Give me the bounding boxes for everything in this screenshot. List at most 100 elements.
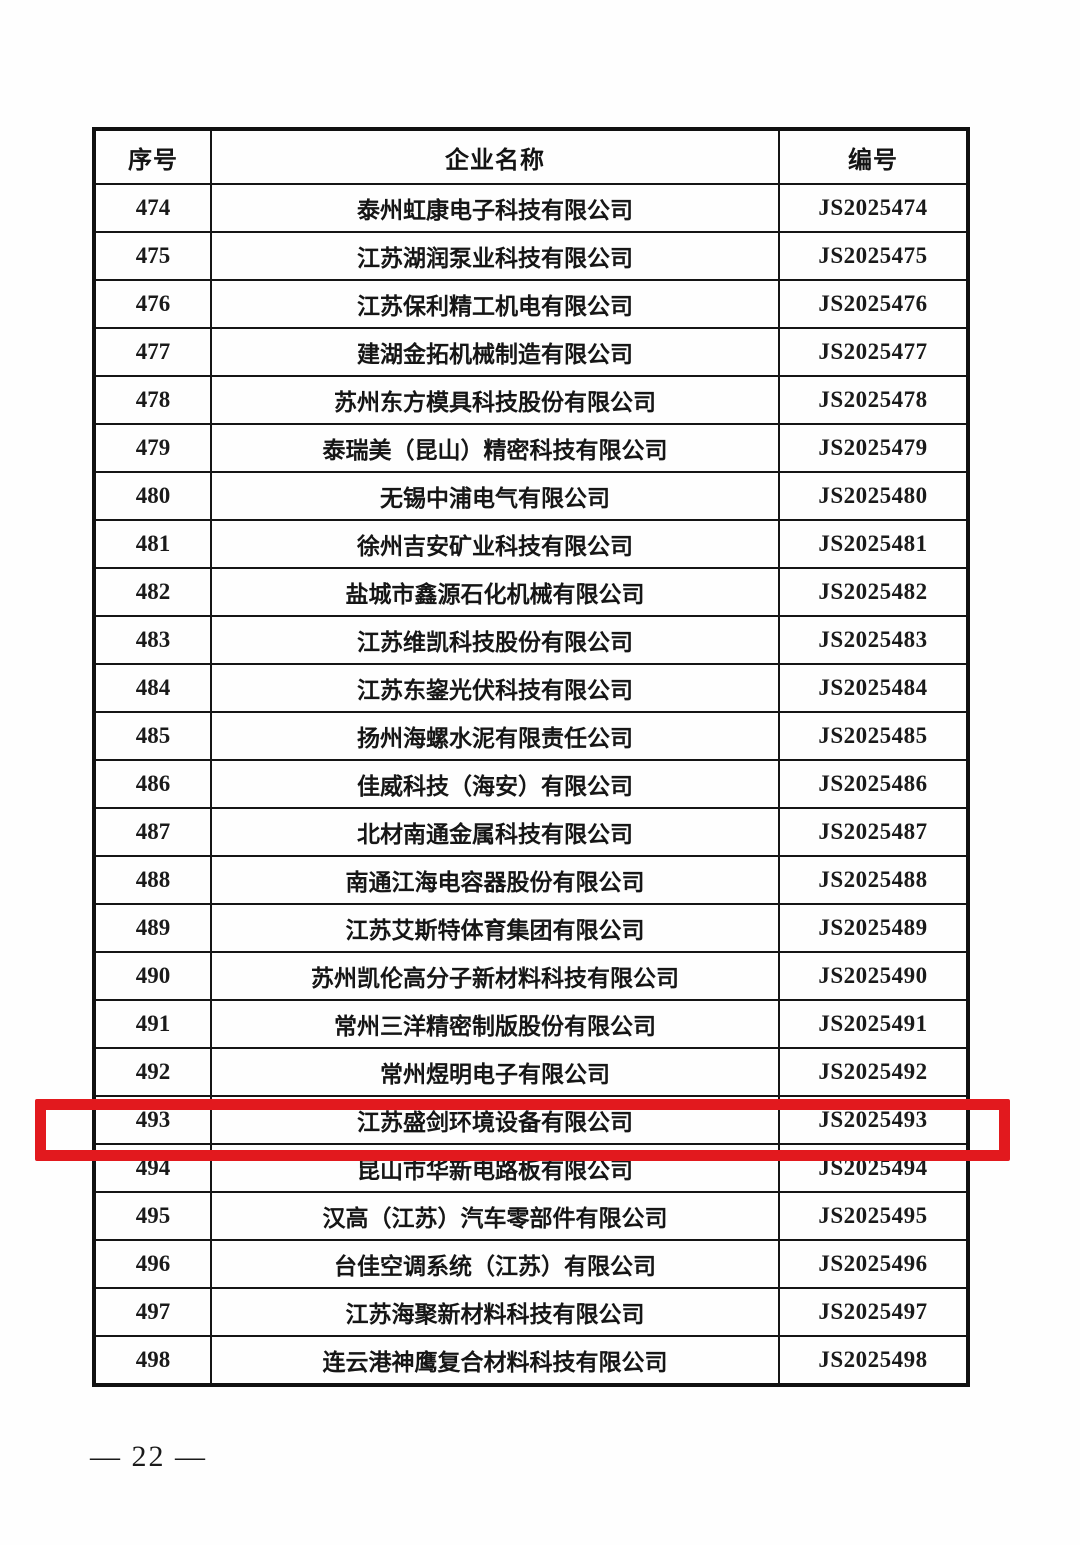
- table-row: 498 连云港神鹰复合材料科技有限公司 JS2025498: [93, 1335, 969, 1386]
- company-code: JS2025490: [778, 951, 969, 1001]
- header-serial: 序号: [93, 128, 212, 185]
- company-name: 北材南通金属科技有限公司: [210, 807, 780, 857]
- table-row: 480 无锡中浦电气有限公司 JS2025480: [93, 471, 969, 521]
- serial-number: 485: [93, 711, 212, 761]
- company-code: JS2025477: [778, 327, 969, 377]
- serial-number: 494: [93, 1143, 212, 1193]
- company-name: 苏州东方模具科技股份有限公司: [210, 375, 780, 425]
- table-row: 496 台佳空调系统（江苏）有限公司 JS2025496: [93, 1239, 969, 1289]
- company-name: 盐城市鑫源石化机械有限公司: [210, 567, 780, 617]
- company-code: JS2025479: [778, 423, 969, 473]
- company-code: JS2025497: [778, 1287, 969, 1337]
- serial-number: 482: [93, 567, 212, 617]
- company-name: 苏州凯伦高分子新材料科技有限公司: [210, 951, 780, 1001]
- company-name: 泰瑞美（昆山）精密科技有限公司: [210, 423, 780, 473]
- serial-number: 483: [93, 615, 212, 665]
- company-table: 序号 企业名称 编号 474 泰州虹康电子科技有限公司 JS2025474 47…: [92, 127, 970, 1387]
- company-name: 江苏海聚新材料科技有限公司: [210, 1287, 780, 1337]
- table-header-row: 序号 企业名称 编号: [93, 128, 969, 185]
- company-code: JS2025482: [778, 567, 969, 617]
- company-name: 扬州海螺水泥有限责任公司: [210, 711, 780, 761]
- company-name: 无锡中浦电气有限公司: [210, 471, 780, 521]
- company-name: 昆山市华新电路板有限公司: [210, 1143, 780, 1193]
- serial-number: 481: [93, 519, 212, 569]
- serial-number: 476: [93, 279, 212, 329]
- serial-number: 489: [93, 903, 212, 953]
- company-code: JS2025493: [778, 1095, 969, 1145]
- serial-number: 478: [93, 375, 212, 425]
- serial-number: 488: [93, 855, 212, 905]
- table-row: 485 扬州海螺水泥有限责任公司 JS2025485: [93, 711, 969, 761]
- serial-number: 490: [93, 951, 212, 1001]
- serial-number: 480: [93, 471, 212, 521]
- company-name: 台佳空调系统（江苏）有限公司: [210, 1239, 780, 1289]
- company-name: 汉高（江苏）汽车零部件有限公司: [210, 1191, 780, 1241]
- company-code: JS2025489: [778, 903, 969, 953]
- company-name: 徐州吉安矿业科技有限公司: [210, 519, 780, 569]
- table-row: 481 徐州吉安矿业科技有限公司 JS2025481: [93, 519, 969, 569]
- table-row: 497 江苏海聚新材料科技有限公司 JS2025497: [93, 1287, 969, 1337]
- company-name: 泰州虹康电子科技有限公司: [210, 183, 780, 233]
- table-row: 495 汉高（江苏）汽车零部件有限公司 JS2025495: [93, 1191, 969, 1241]
- table-row: 491 常州三洋精密制版股份有限公司 JS2025491: [93, 999, 969, 1049]
- table-row: 490 苏州凯伦高分子新材料科技有限公司 JS2025490: [93, 951, 969, 1001]
- company-code: JS2025498: [778, 1335, 969, 1386]
- page-number: — 22 —: [90, 1440, 207, 1473]
- table-row: 479 泰瑞美（昆山）精密科技有限公司 JS2025479: [93, 423, 969, 473]
- table-row: 474 泰州虹康电子科技有限公司 JS2025474: [93, 183, 969, 233]
- table-row: 489 江苏艾斯特体育集团有限公司 JS2025489: [93, 903, 969, 953]
- serial-number: 493: [93, 1095, 212, 1145]
- serial-number: 491: [93, 999, 212, 1049]
- company-name: 江苏东鋆光伏科技有限公司: [210, 663, 780, 713]
- company-code: JS2025487: [778, 807, 969, 857]
- serial-number: 479: [93, 423, 212, 473]
- company-code: JS2025492: [778, 1047, 969, 1097]
- serial-number: 495: [93, 1191, 212, 1241]
- table-row: 477 建湖金拓机械制造有限公司 JS2025477: [93, 327, 969, 377]
- company-code: JS2025486: [778, 759, 969, 809]
- company-name: 常州三洋精密制版股份有限公司: [210, 999, 780, 1049]
- company-code: JS2025480: [778, 471, 969, 521]
- company-name: 江苏保利精工机电有限公司: [210, 279, 780, 329]
- company-code: JS2025496: [778, 1239, 969, 1289]
- company-code: JS2025478: [778, 375, 969, 425]
- company-code: JS2025475: [778, 231, 969, 281]
- company-name: 建湖金拓机械制造有限公司: [210, 327, 780, 377]
- serial-number: 477: [93, 327, 212, 377]
- serial-number: 497: [93, 1287, 212, 1337]
- serial-number: 475: [93, 231, 212, 281]
- company-code: JS2025474: [778, 183, 969, 233]
- table-row: 476 江苏保利精工机电有限公司 JS2025476: [93, 279, 969, 329]
- company-name: 连云港神鹰复合材料科技有限公司: [210, 1335, 780, 1386]
- company-code: JS2025483: [778, 615, 969, 665]
- company-code: JS2025484: [778, 663, 969, 713]
- company-code: JS2025481: [778, 519, 969, 569]
- serial-number: 484: [93, 663, 212, 713]
- table-row: 484 江苏东鋆光伏科技有限公司 JS2025484: [93, 663, 969, 713]
- header-code: 编号: [778, 128, 969, 185]
- table-row: 475 江苏湖润泵业科技有限公司 JS2025475: [93, 231, 969, 281]
- table-row: 482 盐城市鑫源石化机械有限公司 JS2025482: [93, 567, 969, 617]
- company-name: 常州煜明电子有限公司: [210, 1047, 780, 1097]
- table-row: 492 常州煜明电子有限公司 JS2025492: [93, 1047, 969, 1097]
- company-name: 江苏艾斯特体育集团有限公司: [210, 903, 780, 953]
- table-row-highlighted: 493 江苏盛剑环境设备有限公司 JS2025493: [93, 1095, 969, 1145]
- table-row: 483 江苏维凯科技股份有限公司 JS2025483: [93, 615, 969, 665]
- table-row: 488 南通江海电容器股份有限公司 JS2025488: [93, 855, 969, 905]
- table-row: 478 苏州东方模具科技股份有限公司 JS2025478: [93, 375, 969, 425]
- company-code: JS2025494: [778, 1143, 969, 1193]
- serial-number: 496: [93, 1239, 212, 1289]
- serial-number: 486: [93, 759, 212, 809]
- header-company: 企业名称: [210, 128, 780, 185]
- serial-number: 487: [93, 807, 212, 857]
- company-name: 江苏维凯科技股份有限公司: [210, 615, 780, 665]
- company-code: JS2025495: [778, 1191, 969, 1241]
- company-name: 江苏盛剑环境设备有限公司: [210, 1095, 780, 1145]
- company-name: 江苏湖润泵业科技有限公司: [210, 231, 780, 281]
- company-code: JS2025491: [778, 999, 969, 1049]
- company-code: JS2025476: [778, 279, 969, 329]
- company-code: JS2025485: [778, 711, 969, 761]
- serial-number: 492: [93, 1047, 212, 1097]
- table-row: 486 佳威科技（海安）有限公司 JS2025486: [93, 759, 969, 809]
